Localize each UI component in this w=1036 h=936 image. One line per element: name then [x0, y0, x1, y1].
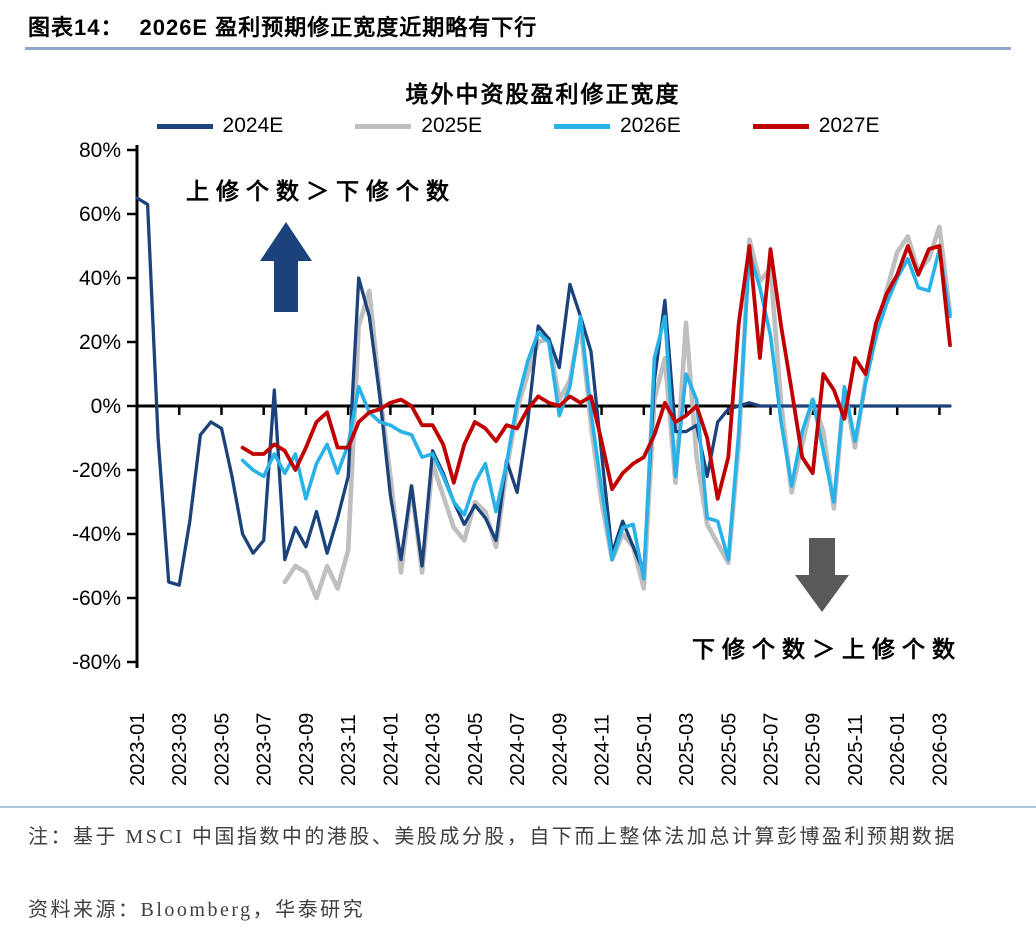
x-tick-label: 2025-09 [803, 713, 825, 786]
legend-label: 2025E [421, 114, 482, 137]
y-tick-label: -20% [72, 459, 121, 482]
legend-item-2025e: 2025E [355, 114, 482, 138]
legend-item-2024e: 2024E [156, 114, 284, 138]
series-line-2024e [135, 196, 952, 587]
y-tick-label: 0% [91, 395, 121, 418]
chart-title: 境外中资股盈利修正宽度 [406, 81, 681, 107]
x-tick-label: 2024-11 [592, 714, 614, 786]
x-tick-label: 2025-01 [634, 713, 656, 786]
y-tick-label: 60% [79, 203, 121, 226]
y-tick-label: -80% [72, 651, 121, 674]
legend-line-swatch-2024e [156, 123, 213, 129]
legend-line-swatch-2027e [752, 123, 809, 129]
header-divider [25, 47, 1011, 50]
x-tick-label: 2023-01 [127, 713, 149, 786]
legend-label: 2027E [818, 114, 880, 137]
series-line-2026e [240, 247, 952, 581]
annotation-downgrades-exceed-upgrades: 下修个数＞上修个数 [692, 636, 962, 662]
legend-label: 2024E [222, 114, 284, 137]
x-tick-label: 2025-03 [676, 713, 698, 786]
x-tick-label: 2024-01 [380, 713, 402, 786]
legend-item-2026e: 2026E [554, 114, 681, 138]
x-tick-label: 2023-03 [169, 713, 191, 786]
figure-number: 图表14： [28, 15, 124, 40]
series-line-2027e [240, 244, 952, 501]
legend-line-swatch-2026e [554, 123, 610, 129]
x-tick-label: 2023-11 [338, 714, 360, 786]
y-tick-label: -40% [72, 523, 121, 546]
legend-line-swatch-2025e [355, 123, 412, 129]
x-tick-label: 2024-07 [507, 713, 529, 786]
figure-header: 图表14： 2026E 盈利预期修正宽度近期略有下行 [28, 10, 537, 42]
y-tick-label: 40% [79, 267, 121, 290]
x-tick-label: 2023-09 [296, 713, 318, 786]
x-tick-label: 2024-09 [549, 713, 571, 786]
x-tick-label: 2023-07 [254, 713, 276, 786]
x-tick-label: 2025-11 [845, 714, 867, 786]
legend-item-2027e: 2027E [752, 114, 880, 138]
notes-divider [0, 806, 1036, 808]
legend-label: 2026E [620, 114, 681, 137]
x-tick-label: 2026-01 [887, 713, 909, 786]
x-tick-label: 2025-05 [718, 713, 740, 786]
x-tick-label: 2025-07 [761, 713, 783, 786]
up-arrow-icon [260, 222, 312, 312]
chart-legend: 2024E 2025E 2026E 2027E [0, 114, 1036, 138]
x-tick-label: 2023-05 [211, 713, 233, 786]
x-tick-label: 2026-03 [929, 713, 951, 786]
x-tick-label: 2024-05 [465, 713, 487, 786]
annotation-upgrades-exceed-downgrades: 上修个数＞下修个数 [186, 178, 456, 204]
note-text: 注：基于 MSCI 中国指数中的港股、美股成分股，自下而上整体法加总计算彭博盈利… [28, 826, 957, 848]
source-text: 资料来源：Bloomberg，华泰研究 [28, 899, 366, 921]
y-tick-label: -60% [72, 587, 121, 610]
y-tick-label: 80% [79, 139, 121, 162]
down-arrow-icon [795, 538, 849, 612]
figure-title: 2026E 盈利预期修正宽度近期略有下行 [139, 15, 538, 40]
y-tick-label: 20% [79, 331, 121, 354]
earnings-revision-chart: 境外中资股盈利修正宽度 80% 60% 40% 20% 0% -20% -40% -60% -80… [72, 81, 953, 786]
x-tick-label: 2024-03 [423, 713, 445, 786]
